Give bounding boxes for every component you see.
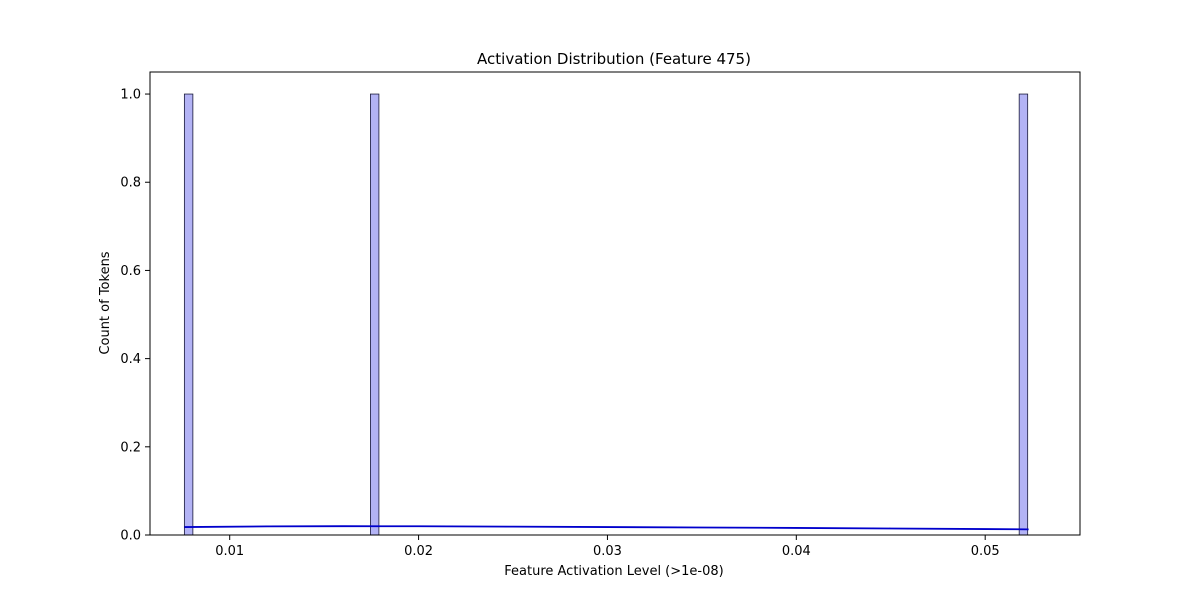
kde-line — [184, 525, 1029, 531]
y-tick-label: 0.4 — [120, 352, 141, 367]
y-tick-label: 0.6 — [120, 264, 141, 279]
axes: 0.01 0.02 0.03 0.04 0.05 0.0 0.2 0.4 0.6 0.8 1.0 — [120, 71, 1081, 559]
plot-frame — [149, 71, 1081, 536]
y-tick-label: 0.0 — [120, 529, 141, 544]
x-tick-label: 0.03 — [593, 544, 622, 559]
y-tick-label: 0.2 — [120, 440, 141, 455]
histogram-bar-2 — [370, 93, 380, 536]
x-axis-label: Feature Activation Level (>1e-08) — [504, 564, 723, 579]
y-tick-label: 1.0 — [120, 88, 141, 103]
x-tick-label: 0.01 — [215, 544, 244, 559]
y-axis-label: Count of Tokens — [98, 251, 113, 354]
chart-title: Activation Distribution (Feature 475) — [477, 50, 751, 68]
x-tick-label: 0.04 — [782, 544, 811, 559]
plot-area — [183, 93, 1029, 536]
x-tick-label: 0.05 — [971, 544, 1000, 559]
histogram-bar-1 — [183, 93, 194, 536]
x-tick-label: 0.02 — [404, 544, 433, 559]
histogram-bar-3 — [1018, 93, 1029, 536]
y-tick-label: 0.8 — [120, 176, 141, 191]
